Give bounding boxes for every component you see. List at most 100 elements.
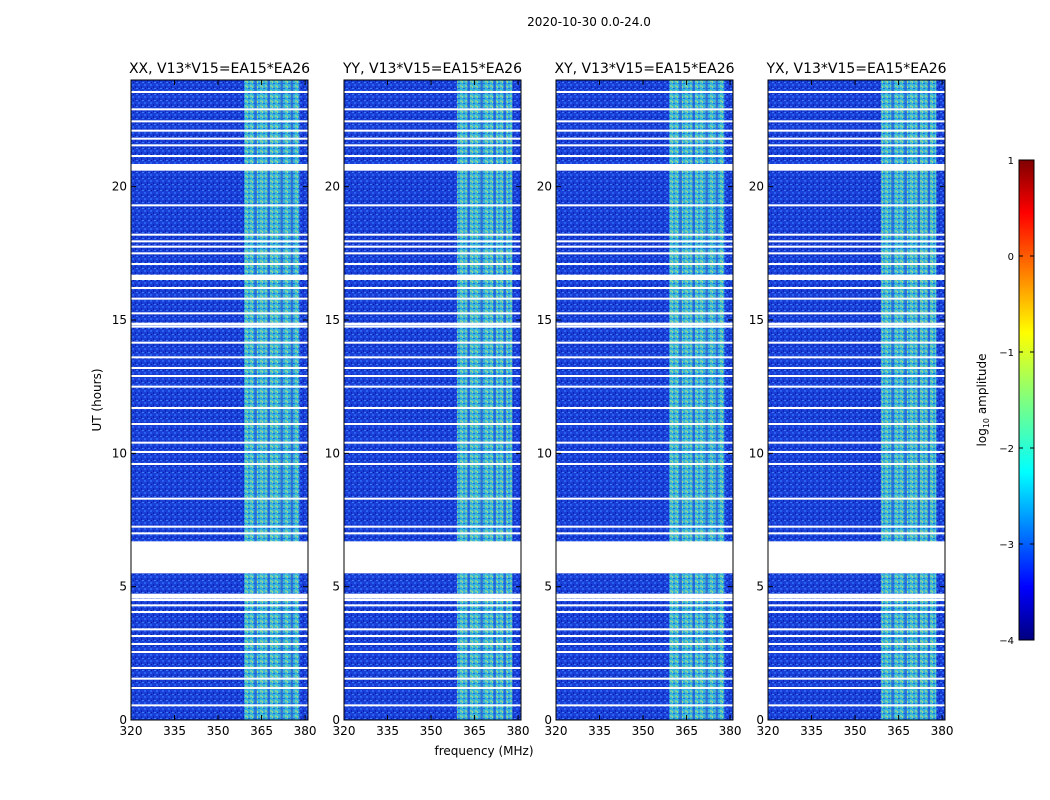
heatmap-panel: XX, V13*V15=EA15*EA26 320 335 350 365 380 0 5 10… xyxy=(112,61,317,738)
flagged-row xyxy=(768,687,945,689)
flagged-row xyxy=(556,91,733,93)
flagged-row xyxy=(768,155,945,157)
heatmap-panels: XX, V13*V15=EA15*EA26 320 335 350 365 380 0 5 10… xyxy=(112,61,954,738)
y-tick-label: 5 xyxy=(544,580,552,594)
flagged-row xyxy=(556,233,733,236)
colorbar-tick-label: −3 xyxy=(999,540,1014,551)
colorbar: −4 −3 −2 −1 0 1 log10 amplitude xyxy=(975,156,1035,647)
flagged-row xyxy=(768,325,945,328)
colorbar-tick-label: −4 xyxy=(999,636,1014,647)
x-tick-label: 350 xyxy=(207,724,230,738)
flagged-row xyxy=(768,108,945,111)
x-tick-label: 380 xyxy=(931,724,954,738)
flagged-row xyxy=(131,423,308,425)
flagged-row xyxy=(556,287,733,289)
panel-title: YX, V13*V15=EA15*EA26 xyxy=(765,61,946,77)
flagged-row xyxy=(131,451,308,453)
flagged-row xyxy=(344,599,521,601)
flagged-row xyxy=(344,108,521,111)
flagged-row xyxy=(768,667,945,669)
flagged-row xyxy=(131,497,308,500)
flagged-row xyxy=(344,451,521,453)
x-tick-label: 365 xyxy=(675,724,698,738)
flagged-row xyxy=(768,628,945,631)
flagged-band xyxy=(556,274,733,280)
flagged-row xyxy=(768,375,945,377)
x-tick-label: 320 xyxy=(545,724,568,738)
flagged-band xyxy=(556,541,733,574)
flagged-row xyxy=(768,704,945,707)
y-axis-label: UT (hours) xyxy=(90,368,104,431)
y-tick-label: 10 xyxy=(112,446,127,460)
flagged-row xyxy=(131,312,308,315)
flagged-row xyxy=(556,245,733,248)
flagged-row xyxy=(768,233,945,236)
panel-frame xyxy=(767,79,946,721)
flagged-row xyxy=(556,108,733,111)
flagged-row xyxy=(131,687,308,689)
flagged-band xyxy=(556,164,733,171)
flagged-row xyxy=(556,325,733,328)
y-tick-label: 15 xyxy=(537,313,552,327)
flagged-row xyxy=(344,325,521,328)
flagged-row xyxy=(344,611,521,613)
flagged-row xyxy=(131,604,308,607)
flagged-row xyxy=(344,423,521,425)
flagged-row xyxy=(556,611,733,613)
flagged-row xyxy=(131,643,308,645)
colorbar-tick-label: 0 xyxy=(1008,252,1014,263)
figure-title: 2020-10-30 0.0-24.0 xyxy=(527,15,651,29)
flagged-row xyxy=(344,341,521,344)
flagged-row xyxy=(556,120,733,123)
flagged-row xyxy=(131,463,308,465)
colorbar-tick-label: −1 xyxy=(999,348,1014,359)
flagged-row xyxy=(344,704,521,707)
flagged-row xyxy=(768,599,945,601)
flagged-row xyxy=(131,375,308,377)
flagged-row xyxy=(768,287,945,289)
colorbar-tick-label: 1 xyxy=(1008,156,1014,167)
y-tick-label: 0 xyxy=(756,713,764,727)
y-tick-label: 10 xyxy=(537,446,552,460)
flagged-band xyxy=(556,322,733,326)
flagged-band xyxy=(131,541,308,574)
flagged-row xyxy=(556,356,733,359)
x-tick-label: 335 xyxy=(163,724,186,738)
x-tick-label: 380 xyxy=(507,724,530,738)
rfi-band xyxy=(881,80,937,720)
flagged-row xyxy=(344,240,521,243)
y-tick-label: 10 xyxy=(749,446,764,460)
flagged-row xyxy=(556,423,733,425)
flagged-row xyxy=(556,312,733,315)
flagged-row xyxy=(556,129,733,132)
flagged-row xyxy=(556,441,733,444)
flagged-row xyxy=(556,643,733,645)
flagged-row xyxy=(131,120,308,123)
y-tick-label: 20 xyxy=(537,180,552,194)
y-tick-label: 0 xyxy=(544,713,552,727)
flagged-row xyxy=(131,441,308,444)
x-tick-label: 365 xyxy=(463,724,486,738)
flagged-row xyxy=(556,704,733,707)
flagged-row xyxy=(768,356,945,359)
flagged-row xyxy=(768,144,945,147)
x-tick-label: 335 xyxy=(800,724,823,738)
flagged-band xyxy=(131,164,308,171)
colorbar-label: log10 amplitude xyxy=(975,354,991,447)
flagged-band xyxy=(344,322,521,326)
flagged-row xyxy=(768,463,945,465)
flagged-row xyxy=(131,325,308,328)
flagged-row xyxy=(768,611,945,613)
x-tick-label: 350 xyxy=(420,724,443,738)
flagged-row xyxy=(344,667,521,669)
flagged-row xyxy=(768,137,945,140)
flagged-row xyxy=(556,144,733,147)
band-gap xyxy=(480,80,483,720)
heatmap-panel: YX, V13*V15=EA15*EA26 320 335 350 365 380 0 5 10… xyxy=(749,61,954,738)
heatmap-panel: XY, V13*V15=EA15*EA26 320 335 350 365 380 0 5 10… xyxy=(537,61,742,738)
flagged-band xyxy=(131,322,308,326)
x-tick-label: 365 xyxy=(887,724,910,738)
flagged-row xyxy=(344,407,521,409)
flagged-row xyxy=(344,233,521,236)
